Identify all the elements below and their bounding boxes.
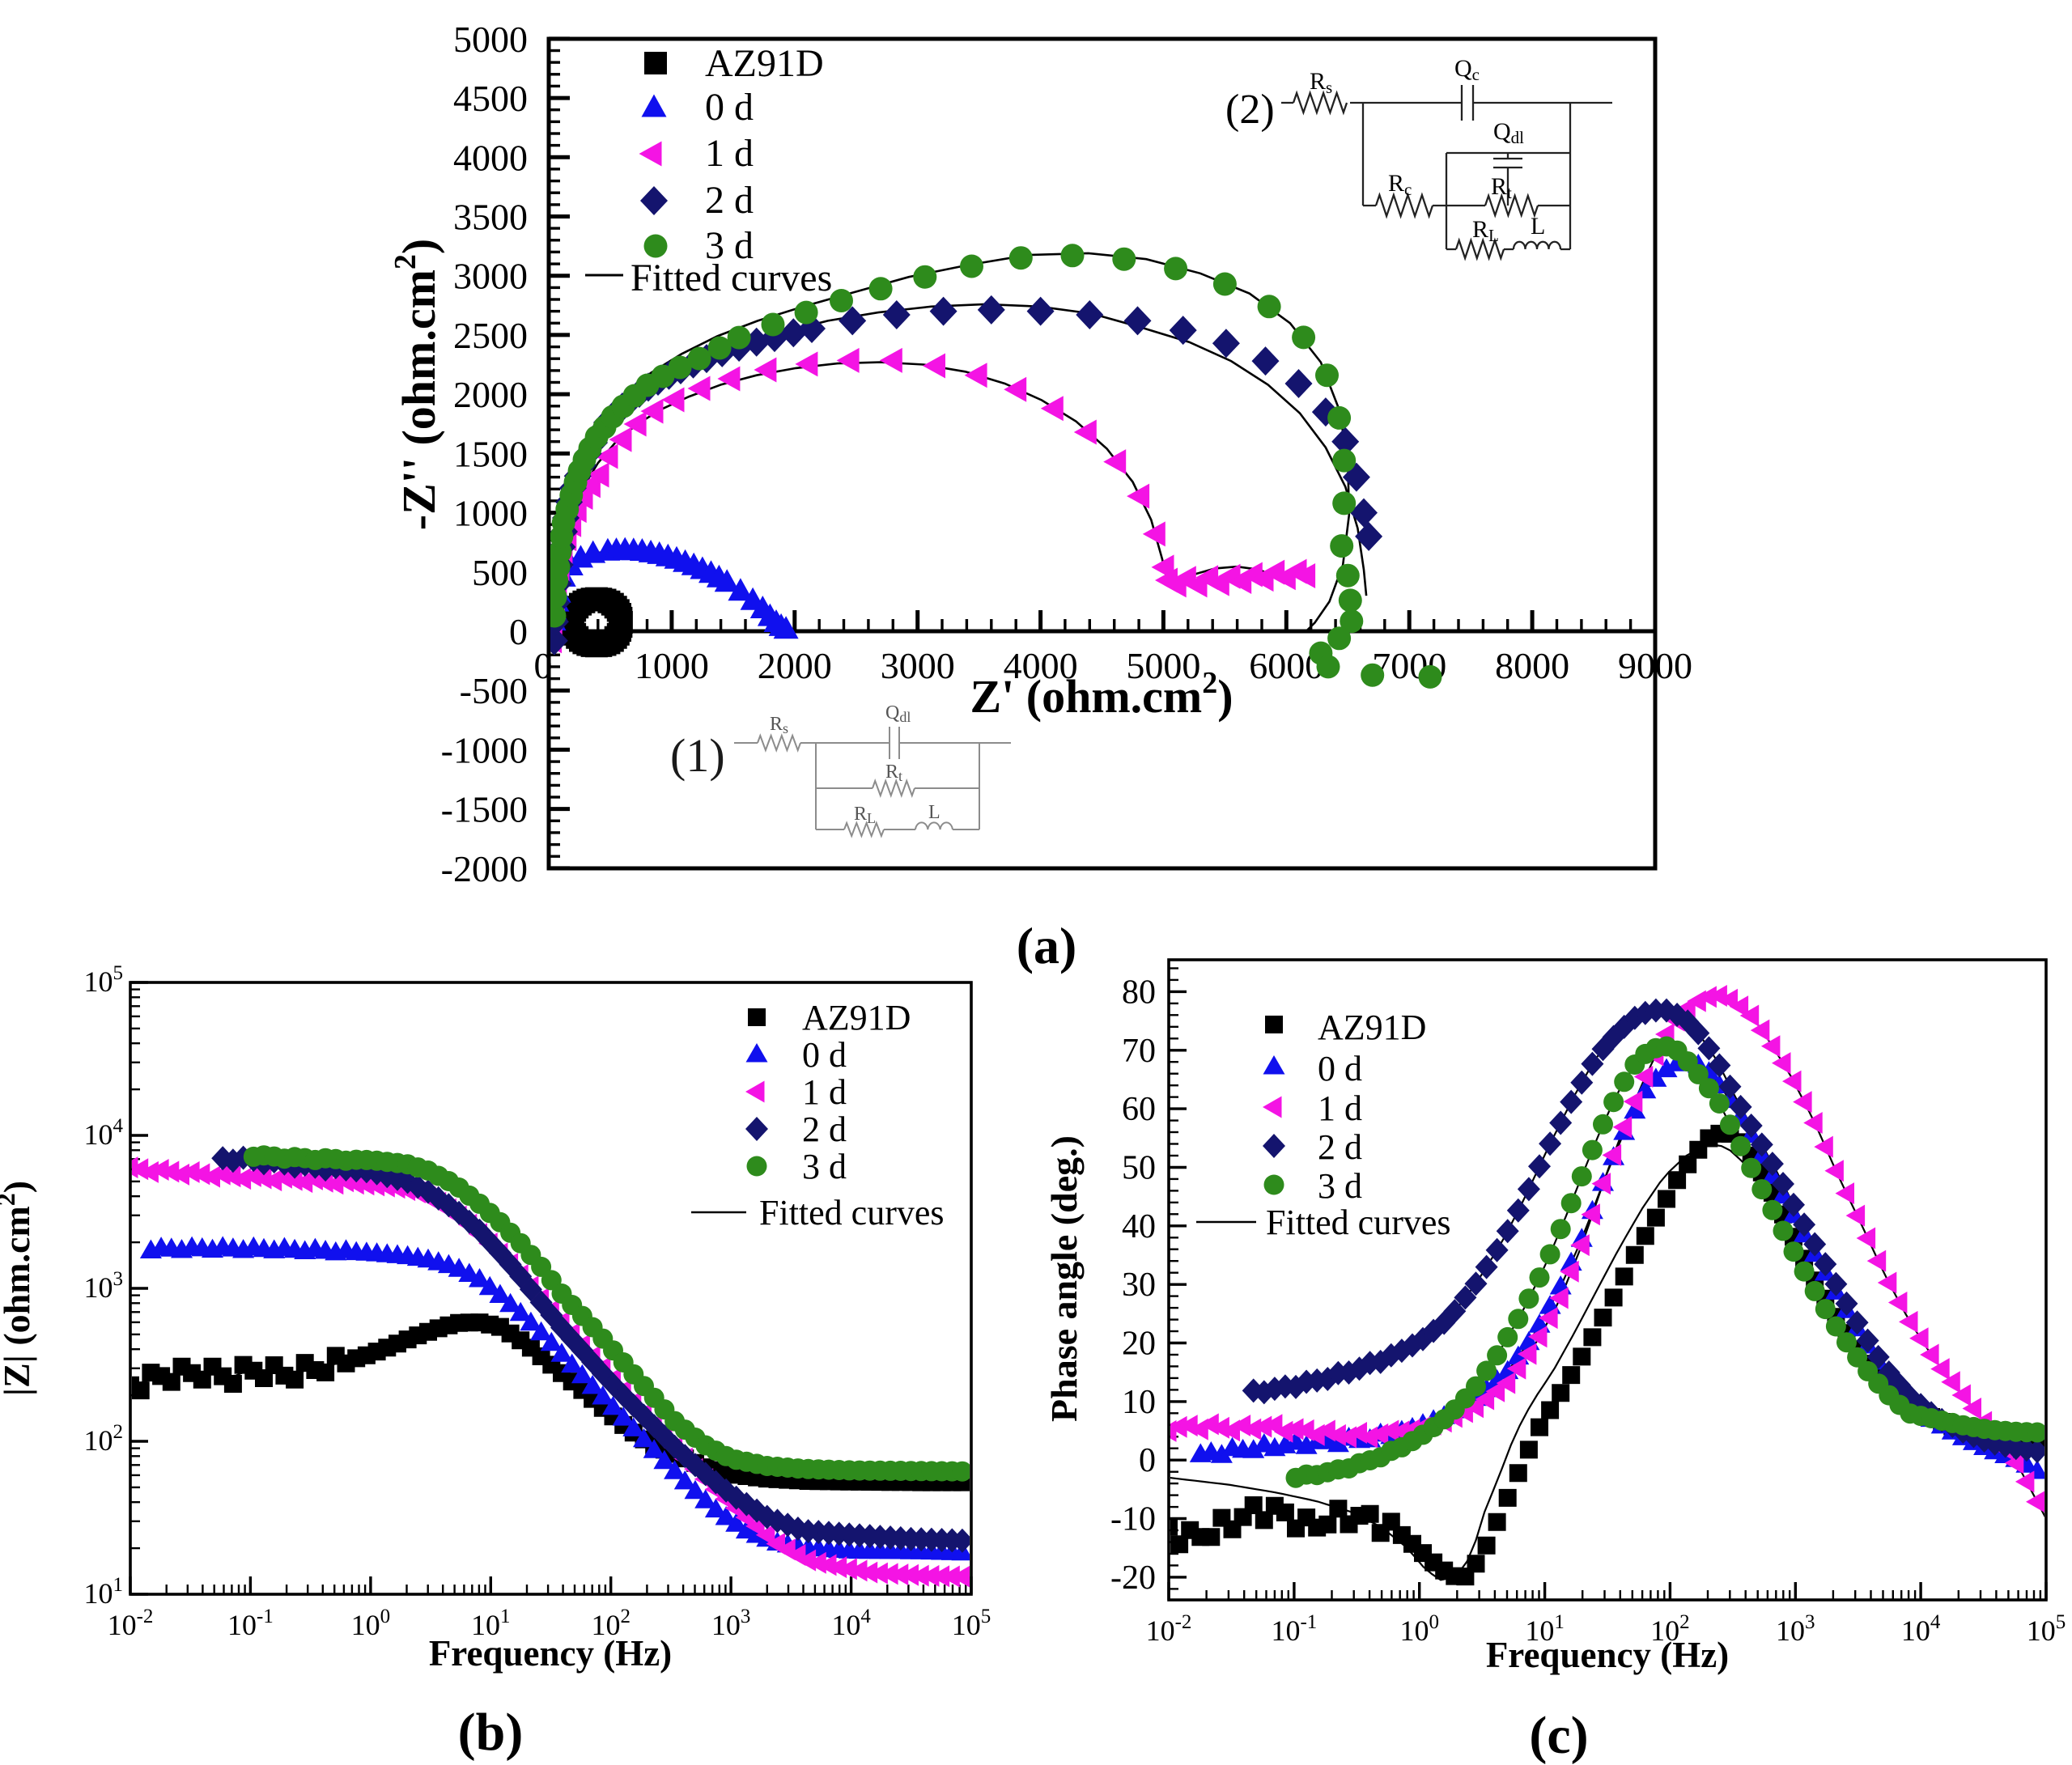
svg-text:80: 80	[1122, 974, 1156, 1011]
svg-text:5000: 5000	[453, 19, 528, 60]
svg-text:30: 30	[1122, 1266, 1156, 1304]
svg-text:1 d: 1 d	[1318, 1088, 1362, 1128]
svg-text:3000: 3000	[881, 645, 955, 686]
svg-text:3500: 3500	[453, 197, 528, 238]
svg-text:3 d: 3 d	[802, 1147, 847, 1186]
svg-text:|Z| (ohm.cm2): |Z| (ohm.cm2)	[0, 1181, 37, 1396]
svg-text:Fitted curves: Fitted curves	[631, 257, 832, 299]
svg-text:2000: 2000	[453, 374, 528, 415]
svg-text:40: 40	[1122, 1208, 1156, 1245]
svg-text:Frequency (Hz): Frequency (Hz)	[1486, 1635, 1729, 1675]
svg-text:0: 0	[1139, 1442, 1156, 1479]
svg-text:Phase angle (deg.): Phase angle (deg.)	[1043, 1135, 1085, 1422]
svg-text:-2000: -2000	[441, 848, 528, 889]
svg-text:2 d: 2 d	[705, 179, 754, 222]
svg-text:L: L	[1531, 213, 1545, 240]
svg-text:3 d: 3 d	[705, 224, 754, 267]
svg-text:500: 500	[472, 552, 528, 593]
svg-text:2 d: 2 d	[1318, 1127, 1362, 1167]
svg-text:4000: 4000	[453, 137, 528, 178]
svg-text:RL: RL	[1472, 216, 1499, 245]
svg-text:(2): (2)	[1225, 87, 1275, 133]
svg-text:0 d: 0 d	[705, 86, 754, 129]
svg-text:1000: 1000	[453, 493, 528, 534]
svg-text:L: L	[928, 802, 940, 823]
svg-text:(b): (b)	[458, 1703, 524, 1762]
svg-text:10: 10	[1122, 1384, 1156, 1421]
svg-text:(a): (a)	[1017, 917, 1077, 974]
svg-text:Fitted curves: Fitted curves	[759, 1193, 945, 1233]
svg-text:1 d: 1 d	[705, 132, 754, 175]
svg-text:-1500: -1500	[441, 789, 528, 830]
svg-text:3000: 3000	[453, 256, 528, 297]
svg-text:101: 101	[1525, 1611, 1565, 1647]
svg-text:20: 20	[1122, 1326, 1156, 1363]
svg-text:0: 0	[509, 611, 528, 652]
svg-text:70: 70	[1122, 1033, 1156, 1070]
svg-text:AZ91D: AZ91D	[802, 998, 911, 1037]
svg-text:10-2: 10-2	[108, 1606, 154, 1641]
svg-text:AZ91D: AZ91D	[1318, 1008, 1426, 1047]
svg-text:9000: 9000	[1618, 645, 1692, 686]
svg-text:-1000: -1000	[441, 729, 528, 770]
svg-text:102: 102	[591, 1606, 631, 1641]
svg-text:2000: 2000	[758, 645, 832, 686]
svg-text:1 d: 1 d	[802, 1072, 847, 1112]
svg-text:(1): (1)	[670, 729, 725, 782]
svg-text:100: 100	[1399, 1611, 1439, 1647]
svg-text:0 d: 0 d	[1318, 1049, 1362, 1088]
svg-text:2500: 2500	[453, 315, 528, 356]
svg-text:3 d: 3 d	[1318, 1166, 1362, 1206]
svg-text:1000: 1000	[635, 645, 709, 686]
svg-text:-Z'' (ohm.cm2): -Z'' (ohm.cm2)	[388, 239, 445, 531]
svg-text:4500: 4500	[453, 78, 528, 119]
svg-text:Fitted curves: Fitted curves	[1266, 1203, 1451, 1242]
svg-text:50: 50	[1122, 1150, 1156, 1187]
svg-text:0 d: 0 d	[802, 1035, 847, 1075]
svg-text:-10: -10	[1110, 1501, 1156, 1538]
svg-text:0: 0	[534, 645, 553, 686]
svg-text:AZ91D: AZ91D	[705, 42, 824, 85]
svg-text:Frequency (Hz): Frequency (Hz)	[429, 1633, 672, 1674]
svg-text:60: 60	[1122, 1091, 1156, 1128]
svg-text:5000: 5000	[1126, 645, 1200, 686]
svg-text:-500: -500	[460, 670, 528, 711]
svg-text:101: 101	[471, 1606, 511, 1641]
svg-text:Z' (ohm.cm2): Z' (ohm.cm2)	[970, 666, 1233, 723]
svg-text:Qdl: Qdl	[1493, 118, 1524, 147]
svg-text:Rt: Rt	[885, 762, 902, 784]
svg-text:2 d: 2 d	[802, 1109, 847, 1149]
svg-text:(c): (c)	[1529, 1706, 1588, 1765]
svg-text:-20: -20	[1110, 1559, 1156, 1597]
svg-text:8000: 8000	[1495, 645, 1569, 686]
svg-text:4000: 4000	[1004, 645, 1078, 686]
svg-text:1500: 1500	[453, 433, 528, 474]
